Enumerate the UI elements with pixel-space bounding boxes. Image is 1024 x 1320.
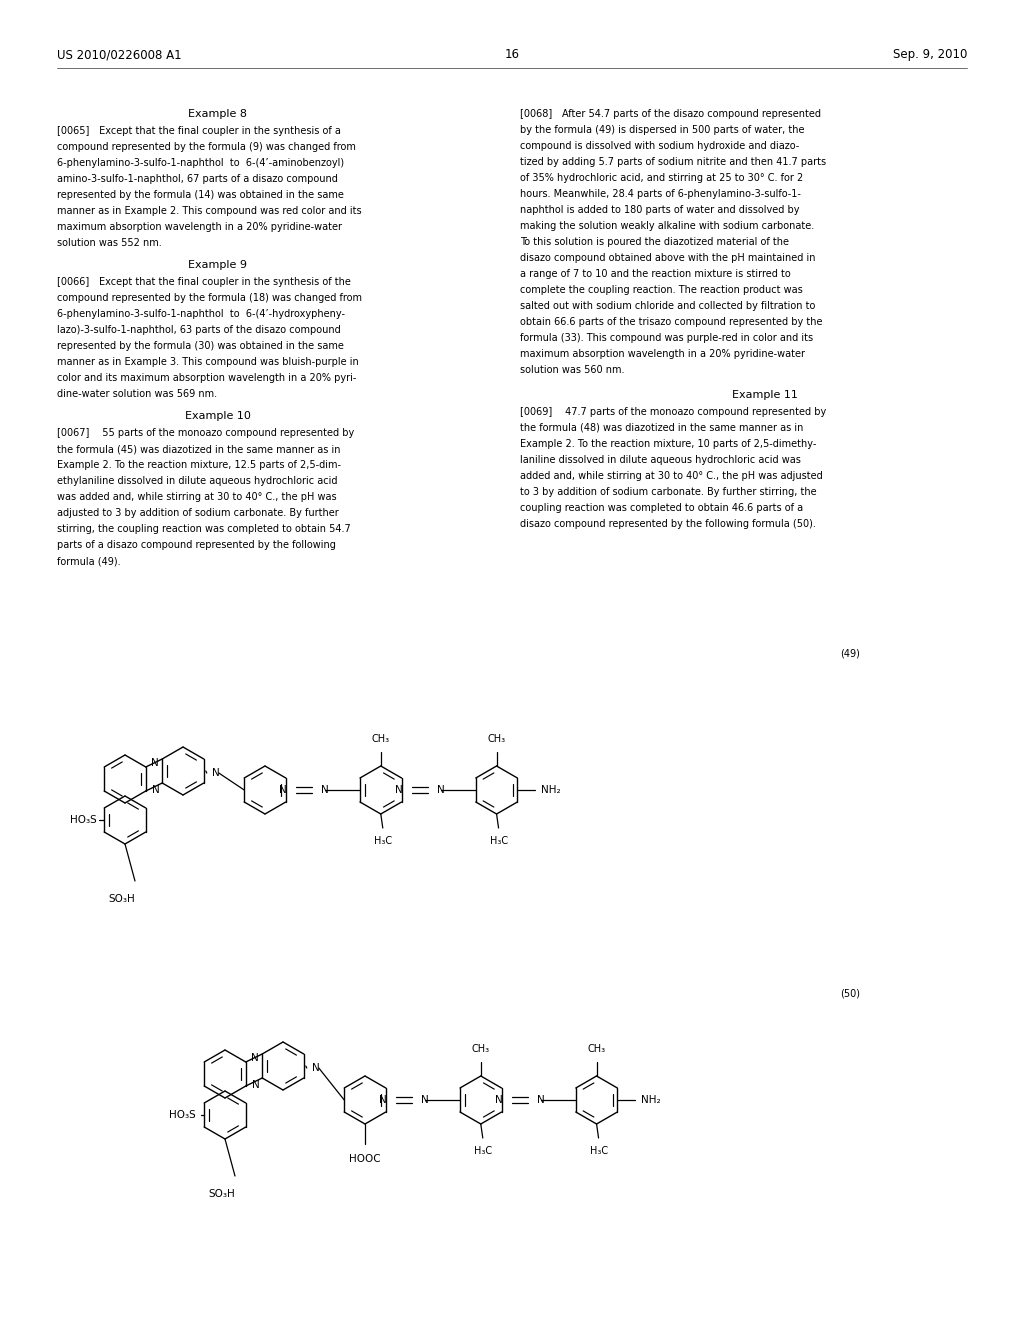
Text: [0069]  47.7 parts of the monoazo compound represented by: [0069] 47.7 parts of the monoazo compoun…: [520, 407, 826, 417]
Text: H₃C: H₃C: [489, 836, 508, 846]
Text: manner as in Example 3. This compound was bluish-purple in: manner as in Example 3. This compound wa…: [57, 356, 358, 367]
Text: Example 10: Example 10: [185, 411, 251, 421]
Text: complete the coupling reaction. The reaction product was: complete the coupling reaction. The reac…: [520, 285, 803, 294]
Text: compound represented by the formula (18) was changed from: compound represented by the formula (18)…: [57, 293, 362, 304]
Text: N: N: [252, 1080, 260, 1090]
Text: HO₃S: HO₃S: [71, 814, 97, 825]
Text: CH₃: CH₃: [372, 734, 390, 744]
Text: N: N: [152, 758, 159, 768]
Text: ethylaniline dissolved in dilute aqueous hydrochloric acid: ethylaniline dissolved in dilute aqueous…: [57, 477, 338, 486]
Text: HO₃S: HO₃S: [169, 1110, 197, 1119]
Text: To this solution is poured the diazotized material of the: To this solution is poured the diazotize…: [520, 238, 790, 247]
Text: coupling reaction was completed to obtain 46.6 parts of a: coupling reaction was completed to obtai…: [520, 503, 803, 513]
Text: by the formula (49) is dispersed in 500 parts of water, the: by the formula (49) is dispersed in 500 …: [520, 125, 805, 135]
Text: added and, while stirring at 30 to 40° C., the pH was adjusted: added and, while stirring at 30 to 40° C…: [520, 471, 822, 480]
Text: tized by adding 5.7 parts of sodium nitrite and then 41.7 parts: tized by adding 5.7 parts of sodium nitr…: [520, 157, 826, 168]
Text: salted out with sodium chloride and collected by filtration to: salted out with sodium chloride and coll…: [520, 301, 815, 312]
Text: H₃C: H₃C: [474, 1146, 492, 1156]
Text: lazo)-3-sulfo-1-naphthol, 63 parts of the disazo compound: lazo)-3-sulfo-1-naphthol, 63 parts of th…: [57, 325, 341, 335]
Text: amino-3-sulfo-1-naphthol, 67 parts of a disazo compound: amino-3-sulfo-1-naphthol, 67 parts of a …: [57, 174, 338, 183]
Text: N: N: [279, 785, 287, 795]
Text: [0065] Except that the final coupler in the synthesis of a: [0065] Except that the final coupler in …: [57, 125, 341, 136]
Text: obtain 66.6 parts of the trisazo compound represented by the: obtain 66.6 parts of the trisazo compoun…: [520, 317, 822, 327]
Text: (50): (50): [840, 987, 860, 998]
Text: compound represented by the formula (9) was changed from: compound represented by the formula (9) …: [57, 143, 356, 152]
Text: Example 9: Example 9: [188, 260, 248, 271]
Text: disazo compound represented by the following formula (50).: disazo compound represented by the follo…: [520, 519, 816, 529]
Text: US 2010/0226008 A1: US 2010/0226008 A1: [57, 48, 181, 61]
Text: NH₂: NH₂: [542, 785, 561, 795]
Text: solution was 552 nm.: solution was 552 nm.: [57, 238, 162, 248]
Text: [0066] Except that the final coupler in the synthesis of the: [0066] Except that the final coupler in …: [57, 277, 351, 286]
Text: maximum absorption wavelength in a 20% pyridine-water: maximum absorption wavelength in a 20% p…: [57, 222, 342, 232]
Text: N: N: [251, 1053, 259, 1063]
Text: [0067]  55 parts of the monoazo compound represented by: [0067] 55 parts of the monoazo compound …: [57, 428, 354, 438]
Text: laniline dissolved in dilute aqueous hydrochloric acid was: laniline dissolved in dilute aqueous hyd…: [520, 455, 801, 465]
Text: 6-phenylamino-3-sulfo-1-naphthol  to  6-(4’-aminobenzoyl): 6-phenylamino-3-sulfo-1-naphthol to 6-(4…: [57, 158, 344, 168]
Text: parts of a disazo compound represented by the following: parts of a disazo compound represented b…: [57, 540, 336, 550]
Text: SO₃H: SO₃H: [209, 1189, 236, 1199]
Text: HOOC: HOOC: [349, 1154, 381, 1164]
Text: disazo compound obtained above with the pH maintained in: disazo compound obtained above with the …: [520, 253, 815, 263]
Text: N: N: [379, 1096, 387, 1105]
Text: Example 2. To the reaction mixture, 12.5 parts of 2,5-dim-: Example 2. To the reaction mixture, 12.5…: [57, 459, 341, 470]
Text: 16: 16: [505, 48, 519, 61]
Text: Sep. 9, 2010: Sep. 9, 2010: [893, 48, 967, 61]
Text: adjusted to 3 by addition of sodium carbonate. By further: adjusted to 3 by addition of sodium carb…: [57, 508, 339, 517]
Text: SO₃H: SO₃H: [109, 894, 135, 904]
Text: manner as in Example 2. This compound was red color and its: manner as in Example 2. This compound wa…: [57, 206, 361, 216]
Text: to 3 by addition of sodium carbonate. By further stirring, the: to 3 by addition of sodium carbonate. By…: [520, 487, 816, 498]
Text: Example 8: Example 8: [188, 110, 248, 119]
Text: represented by the formula (14) was obtained in the same: represented by the formula (14) was obta…: [57, 190, 344, 201]
Text: N: N: [321, 785, 329, 795]
Text: formula (49).: formula (49).: [57, 556, 121, 566]
Text: [0068] After 54.7 parts of the disazo compound represented: [0068] After 54.7 parts of the disazo co…: [520, 110, 821, 119]
Text: Example 2. To the reaction mixture, 10 parts of 2,5-dimethy-: Example 2. To the reaction mixture, 10 p…: [520, 440, 816, 449]
Text: N: N: [311, 1063, 319, 1073]
Text: 6-phenylamino-3-sulfo-1-naphthol  to  6-(4’-hydroxypheny-: 6-phenylamino-3-sulfo-1-naphthol to 6-(4…: [57, 309, 345, 319]
Text: formula (33). This compound was purple-red in color and its: formula (33). This compound was purple-r…: [520, 333, 813, 343]
Text: CH₃: CH₃: [472, 1044, 489, 1053]
Text: represented by the formula (30) was obtained in the same: represented by the formula (30) was obta…: [57, 341, 344, 351]
Text: the formula (45) was diazotized in the same manner as in: the formula (45) was diazotized in the s…: [57, 444, 341, 454]
Text: CH₃: CH₃: [588, 1044, 605, 1053]
Text: N: N: [436, 785, 444, 795]
Text: (49): (49): [840, 648, 860, 657]
Text: naphthol is added to 180 parts of water and dissolved by: naphthol is added to 180 parts of water …: [520, 205, 800, 215]
Text: CH₃: CH₃: [487, 734, 506, 744]
Text: maximum absorption wavelength in a 20% pyridine-water: maximum absorption wavelength in a 20% p…: [520, 348, 805, 359]
Text: stirring, the coupling reaction was completed to obtain 54.7: stirring, the coupling reaction was comp…: [57, 524, 351, 535]
Text: N: N: [495, 1096, 503, 1105]
Text: a range of 7 to 10 and the reaction mixture is stirred to: a range of 7 to 10 and the reaction mixt…: [520, 269, 791, 279]
Text: Example 11: Example 11: [732, 389, 798, 400]
Text: N: N: [537, 1096, 545, 1105]
Text: N: N: [421, 1096, 428, 1105]
Text: dine-water solution was 569 nm.: dine-water solution was 569 nm.: [57, 389, 217, 399]
Text: H₃C: H₃C: [374, 836, 392, 846]
Text: compound is dissolved with sodium hydroxide and diazo-: compound is dissolved with sodium hydrox…: [520, 141, 800, 150]
Text: the formula (48) was diazotized in the same manner as in: the formula (48) was diazotized in the s…: [520, 422, 804, 433]
Text: was added and, while stirring at 30 to 40° C., the pH was: was added and, while stirring at 30 to 4…: [57, 492, 337, 502]
Text: N: N: [212, 768, 219, 777]
Text: hours. Meanwhile, 28.4 parts of 6-phenylamino-3-sulfo-1-: hours. Meanwhile, 28.4 parts of 6-phenyl…: [520, 189, 801, 199]
Text: making the solution weakly alkaline with sodium carbonate.: making the solution weakly alkaline with…: [520, 220, 814, 231]
Text: N: N: [395, 785, 402, 795]
Text: N: N: [153, 785, 160, 795]
Text: of 35% hydrochloric acid, and stirring at 25 to 30° C. for 2: of 35% hydrochloric acid, and stirring a…: [520, 173, 803, 183]
Text: color and its maximum absorption wavelength in a 20% pyri-: color and its maximum absorption wavelen…: [57, 374, 356, 383]
Text: H₃C: H₃C: [590, 1146, 607, 1156]
Text: solution was 560 nm.: solution was 560 nm.: [520, 366, 625, 375]
Text: NH₂: NH₂: [641, 1096, 660, 1105]
